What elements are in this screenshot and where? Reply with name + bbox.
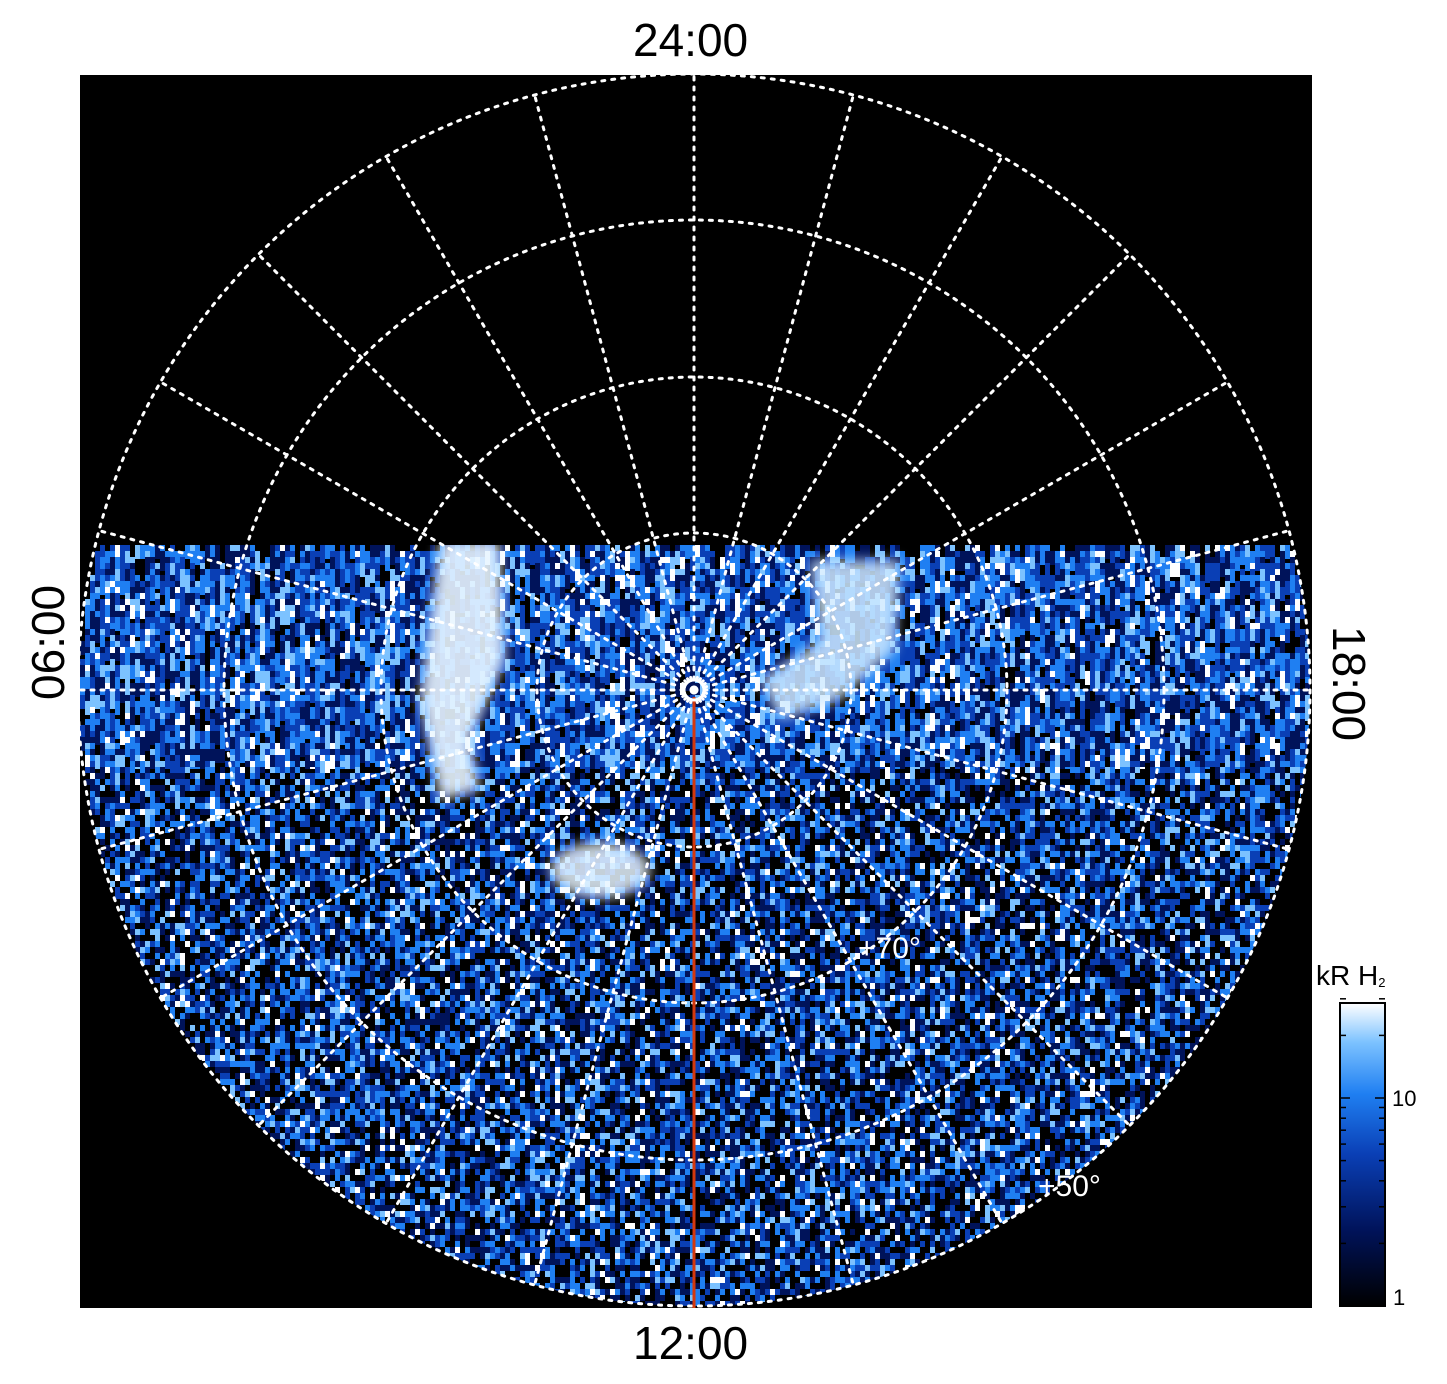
colorbar-title: kR H2 <box>1316 960 1385 992</box>
latitude-label-70: +70° <box>858 932 921 965</box>
colorbar-tick-label-10: 10 <box>1392 1086 1416 1112</box>
colorbar <box>1340 999 1385 1306</box>
local-time-label-left: 06:00 <box>25 585 71 700</box>
local-time-label-bottom: 12:00 <box>633 1320 748 1366</box>
dayside-spot <box>550 842 650 898</box>
local-time-label-right: 18:00 <box>1326 626 1372 741</box>
colorbar-gradient <box>1340 1003 1385 1306</box>
latitude-label-50: +50° <box>1038 1170 1101 1203</box>
colorbar-tick-label-1: 1 <box>1393 1285 1405 1311</box>
local-time-label-top: 24:00 <box>633 17 748 63</box>
